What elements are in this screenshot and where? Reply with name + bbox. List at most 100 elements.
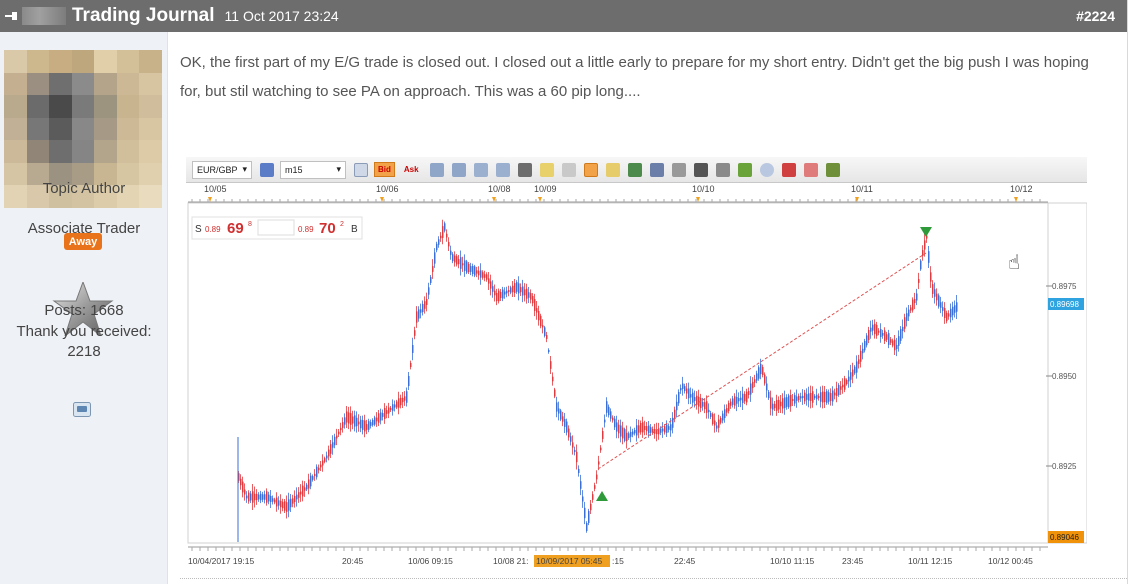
price-label: 0.8925 [1052, 462, 1077, 471]
candle-body [752, 381, 754, 389]
candle-body [366, 424, 368, 430]
candle-body [916, 293, 918, 301]
candle-body [620, 425, 622, 437]
candle-body [650, 427, 652, 433]
candle-body [724, 409, 726, 419]
avatar[interactable] [4, 50, 162, 208]
print-icon[interactable] [649, 162, 664, 177]
thread-title[interactable]: Trading Journal [72, 5, 215, 26]
candle-body [470, 266, 472, 272]
candle-body [276, 497, 278, 507]
candle-body [744, 394, 746, 402]
session-marker [855, 197, 859, 202]
tools-icon[interactable] [671, 162, 686, 177]
eraser-icon[interactable] [803, 162, 818, 177]
trendline-icon[interactable] [737, 162, 752, 177]
sell-price-small: 0.89 [205, 225, 221, 234]
session-marker [696, 197, 700, 202]
candle-body [464, 260, 466, 271]
symbol-select[interactable]: EUR/GBP ▾ [192, 160, 252, 179]
zoom-in-icon[interactable] [429, 162, 444, 177]
candle-body [830, 393, 832, 401]
candle-body [786, 397, 788, 407]
candle-body [630, 431, 632, 437]
candle-body [840, 386, 842, 390]
candle-body [314, 473, 316, 477]
crosshair-icon[interactable] [473, 162, 488, 177]
chart-type-icon[interactable] [260, 162, 274, 177]
cursor-icon[interactable] [517, 162, 532, 177]
fib-icon[interactable] [715, 162, 730, 177]
zoom-out-icon[interactable] [451, 162, 466, 177]
candle-body [844, 378, 846, 390]
abc-icon[interactable] [781, 162, 796, 177]
session-marker [208, 197, 212, 202]
chart-screenshot[interactable]: EUR/GBP ▾ m15 ▾ Bid Ask 10/05 10/06 10/08 1… [186, 157, 1087, 576]
chevron-down-icon: ▾ [336, 164, 341, 174]
candle-body [560, 410, 562, 420]
candle-body [656, 429, 658, 435]
globe-icon[interactable] [583, 162, 598, 177]
candle-body [272, 498, 274, 502]
pivot-icon[interactable] [825, 162, 840, 177]
private-message-icon[interactable] [73, 402, 91, 417]
candle-body [678, 391, 680, 404]
candle-body [686, 388, 688, 394]
scrollbar-track[interactable] [1127, 0, 1138, 584]
candle-body [896, 344, 898, 350]
timeframe-select[interactable]: m15 ▾ [280, 160, 346, 179]
image-icon[interactable] [627, 162, 642, 177]
time-label: :15 [612, 556, 624, 566]
candle-body [778, 399, 780, 410]
post-count: Posts: 1668 [44, 302, 124, 319]
thanks-label: Thank you received: [16, 323, 152, 340]
candle-body [356, 417, 358, 427]
candle-body [294, 496, 296, 502]
candle-body [540, 315, 542, 327]
post-header: Trading Journal 11 Oct 2017 23:24 #2224 [0, 0, 1127, 32]
candle-body [836, 388, 838, 396]
candle-body [334, 436, 336, 446]
candle-body [738, 398, 740, 402]
link-icon[interactable] [561, 162, 576, 177]
author-avatar-thumbnail[interactable] [22, 7, 66, 25]
candle-body [764, 374, 766, 384]
candle-body [748, 391, 750, 395]
candle-body [598, 461, 600, 465]
candle-body [770, 397, 772, 409]
candle-body [920, 260, 922, 270]
candle-body [632, 431, 634, 435]
candle-body [518, 283, 520, 294]
candle-body [392, 404, 394, 411]
collapse-icon[interactable] [4, 9, 18, 23]
bid-toggle[interactable]: Bid [374, 162, 395, 177]
ask-toggle[interactable]: Ask [403, 165, 419, 174]
time-label: 10/09/2017 05:45 [536, 556, 602, 566]
candle-body [290, 498, 292, 508]
shape-icon[interactable] [759, 162, 774, 177]
indicator-icon[interactable] [354, 162, 368, 177]
time-label: 20:45 [342, 556, 364, 566]
candle-body [606, 401, 608, 413]
candle-body [342, 422, 344, 428]
candle-body [394, 404, 396, 408]
price-chart[interactable]: 10/05 10/06 10/08 10/09 10/10 10/11 10/120.897… [186, 157, 1087, 576]
candle-body [602, 431, 604, 439]
lines-menu-icon[interactable] [693, 162, 708, 177]
candle-body [590, 503, 592, 511]
candle-body [442, 226, 444, 238]
scroll-icon[interactable] [495, 162, 510, 177]
candle-body [884, 330, 886, 341]
post-number-link[interactable]: #2224 [1076, 8, 1115, 24]
candle-body [894, 339, 896, 351]
pencil-icon[interactable] [605, 162, 620, 177]
candle-body [360, 419, 362, 429]
candle-body [436, 243, 438, 251]
time-label: 10/10 11:15 [770, 556, 815, 566]
candle-body [362, 420, 364, 430]
candle-body [282, 501, 284, 509]
candle-body [526, 288, 528, 299]
candle-body [252, 491, 254, 503]
note-icon[interactable] [539, 162, 554, 177]
candle-body [622, 427, 624, 439]
